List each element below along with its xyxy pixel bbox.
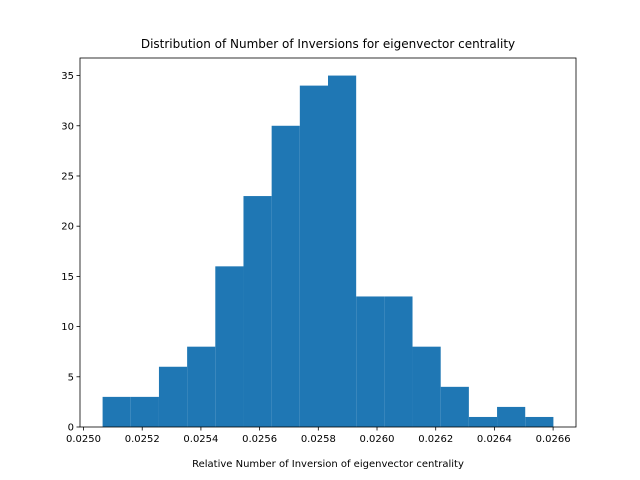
y-tick-label: 30: [61, 121, 74, 132]
bar: [130, 396, 159, 427]
bar: [187, 346, 216, 427]
bar: [102, 396, 131, 427]
x-axis-label: Relative Number of Inversion of eigenvec…: [192, 459, 464, 470]
bar: [440, 386, 469, 427]
y-tick-label: 25: [61, 171, 74, 182]
y-tick-label: 15: [61, 272, 74, 283]
x-tick-label: 0.0256: [242, 434, 277, 445]
y-tick-label: 10: [61, 322, 74, 333]
axes-frame: [79, 57, 577, 428]
x-tick-label: 0.0266: [536, 434, 571, 445]
x-tick-label: 0.0262: [418, 434, 453, 445]
x-tick-label: 0.0258: [301, 434, 336, 445]
x-tick-label: 0.0252: [125, 434, 160, 445]
x-tick-label: 0.0264: [477, 434, 512, 445]
y-tick-label: 5: [68, 372, 74, 383]
bar: [497, 406, 526, 427]
x-tick-label: 0.0254: [183, 434, 218, 445]
y-tick-label: 20: [61, 222, 74, 233]
x-tick-label: 0.0250: [66, 434, 101, 445]
bar: [271, 125, 300, 427]
bar: [215, 266, 244, 427]
bar: [525, 416, 554, 427]
x-tick-label: 0.0260: [360, 434, 395, 445]
chart-title: Distribution of Number of Inversions for…: [141, 37, 515, 51]
bar: [299, 85, 328, 427]
y-tick-label: 35: [61, 71, 74, 82]
y-tick-label: 0: [68, 423, 74, 434]
bar: [243, 196, 272, 427]
bar: [158, 366, 188, 427]
bar: [412, 346, 441, 427]
bar: [384, 296, 413, 427]
bar: [468, 416, 498, 427]
bar: [328, 75, 357, 428]
bar: [356, 296, 385, 427]
